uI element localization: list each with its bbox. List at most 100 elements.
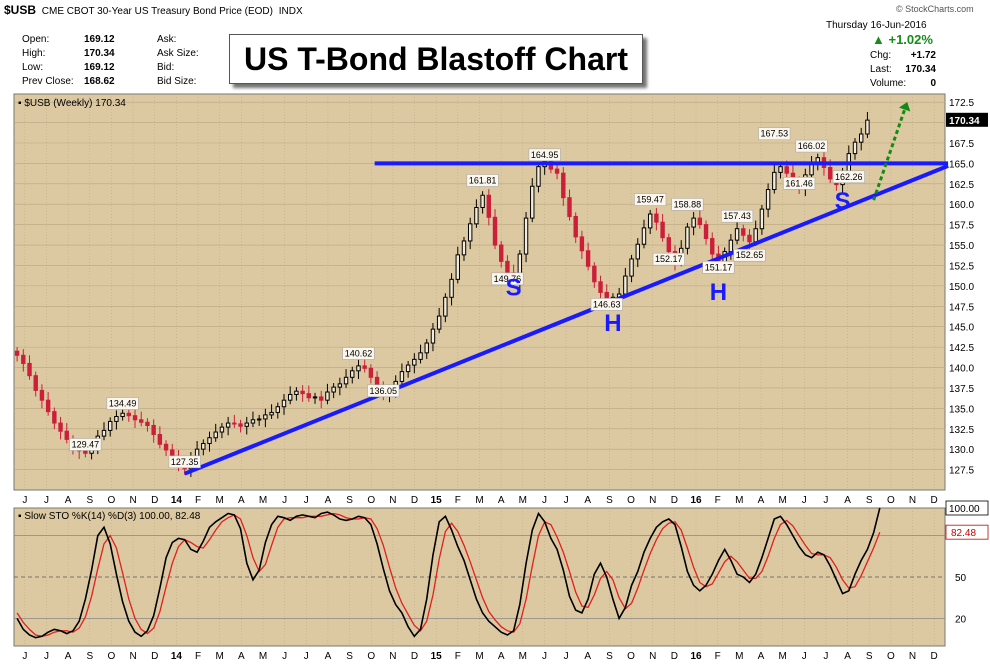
candle-up [536,166,541,187]
projection-arrowhead [898,101,911,112]
x-tick-label-stoch: N [389,651,396,662]
x-tick-label-stoch: D [671,651,678,662]
quote-low-label: Low: [22,62,44,73]
candle-up [778,166,783,173]
chg-label: Chg: [870,50,892,61]
price-annotation: 159.47 [636,195,664,205]
candle-up [281,399,287,408]
x-tick-label-stoch: J [564,651,569,662]
candle-up [449,278,454,298]
x-tick-label: O [108,495,116,506]
ask-label: Ask: [157,34,177,45]
quote-high-label: High: [22,48,46,59]
x-tick-label-stoch: A [325,651,332,662]
x-tick-label-stoch: O [108,651,116,662]
y-tick-label: 167.5 [949,139,974,150]
candle-down [83,450,88,454]
x-tick-label: A [498,495,505,506]
candle-down [741,228,746,236]
stoch-level-50: 50 [955,573,967,584]
candle-down [368,367,374,378]
candle-down [14,350,20,356]
x-tick-label: M [778,495,786,506]
x-tick-label: F [455,495,461,506]
price-annotation-box [590,298,623,311]
price-annotation-box [783,177,816,190]
x-tick-label: A [65,495,72,506]
price-annotation-box [491,272,524,286]
exchange: INDX [278,6,303,17]
y-tick-label: 165.0 [949,159,974,170]
x-tick-label-stoch: J [304,651,309,662]
candle-up [263,414,268,420]
price-annotation: 152.17 [655,254,683,264]
x-tick-label-stoch: 14 [171,651,183,662]
volume-value: 0 [930,78,936,89]
stoch-level-20: 20 [955,614,967,625]
candle-up [765,189,771,210]
candle-down [554,168,560,174]
x-tick-label: N [909,495,916,506]
candle-down [151,424,156,435]
candle-down [306,393,312,399]
candle-up [474,206,479,225]
x-tick-label: O [887,495,895,506]
x-tick-label: S [86,495,93,506]
x-tick-label-stoch: A [844,651,851,662]
x-tick-label: 16 [690,495,702,506]
stoch-d-tag-bg [945,524,989,540]
y-tick-label: 155.0 [949,241,974,252]
candle-down [33,375,38,391]
x-tick-label: M [735,495,743,506]
y-tick-label: 132.5 [949,425,974,436]
x-tick-label-stoch: S [86,651,93,662]
candle-up [101,429,107,437]
candle-up [343,376,349,385]
watermark: © StockCharts.com [896,4,974,14]
candle-up [350,370,355,378]
stoch-k-tag-bg [945,500,989,516]
last-label: Last: [870,64,892,75]
x-tick-label: N [389,495,396,506]
x-tick-label-stoch: S [606,651,613,662]
volume-label: Volume: [870,78,907,89]
candle-up [325,391,330,401]
candle-down [654,213,659,223]
quote-high-value: 170.34 [84,48,115,59]
x-tick-label: J [304,495,309,506]
price-annotation-box [721,209,754,223]
candle-up [225,422,231,428]
x-tick-label-stoch: O [627,651,635,662]
candle-down [492,216,498,246]
y-tick-label: 157.5 [949,221,974,232]
candle-down [126,412,132,417]
price-annotation-box [671,198,704,211]
x-tick-label-stoch: M [778,651,786,662]
x-tick-label-stoch: A [238,651,245,662]
y-tick-label: 137.5 [949,384,974,395]
x-tick-label: F [195,495,201,506]
candle-up [641,227,647,245]
candle-up [107,420,113,431]
x-tick-label-stoch: F [195,651,201,662]
candle-down [710,238,715,255]
stoch-k-tag: 100.00 [949,504,980,515]
chart-title-box: US T-Bond Blastoff Chart [229,34,643,84]
bid-size-label: Bid Size: [157,76,197,87]
candle-up [294,390,299,395]
x-tick-label: A [844,495,851,506]
candle-up [455,254,460,280]
candle-down [784,166,789,174]
pattern-letter: H [710,279,727,306]
price-annotation: 157.43 [723,211,751,221]
x-tick-label-stoch: F [715,651,721,662]
stoch-d-line [16,512,881,637]
price-annotation: 152.65 [736,250,764,260]
candle-down [585,250,591,267]
price-annotation-box [367,384,400,398]
price-annotation: 161.46 [785,178,813,188]
candle-up [772,171,777,191]
price-annotation-box [528,148,561,162]
